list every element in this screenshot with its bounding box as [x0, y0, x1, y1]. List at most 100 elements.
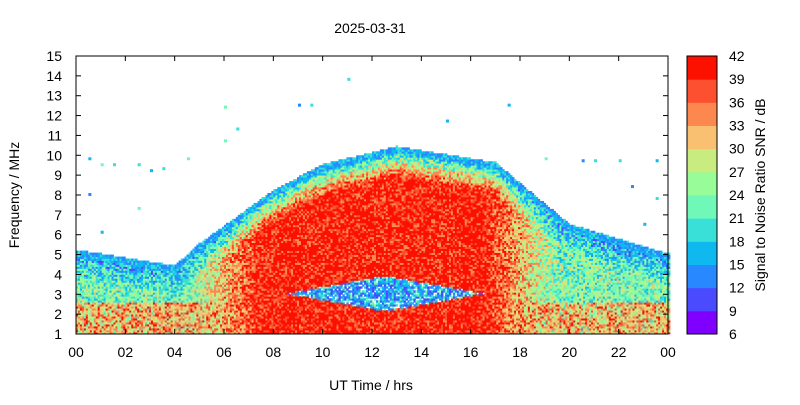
heatmap-cell: [156, 328, 160, 331]
heatmap-cell: [129, 310, 132, 313]
heatmap-cell: [133, 294, 136, 297]
heatmap-cell: [89, 320, 93, 323]
heatmap-cell: [121, 274, 124, 277]
heatmap-cell: [105, 262, 108, 265]
heatmap-cell: [150, 316, 154, 319]
heatmap-cell: [76, 286, 79, 289]
heatmap-cell: [105, 300, 108, 303]
heatmap-cell: [154, 316, 158, 319]
heatmap-cell: [156, 290, 160, 293]
heatmap-cell: [83, 280, 87, 283]
heatmap-cell: [76, 292, 79, 295]
heatmap-cell: [131, 316, 134, 319]
heatmap-cell: [105, 266, 108, 269]
heatmap-cell: [117, 278, 120, 281]
heatmap-cell: [76, 252, 79, 255]
heatmap-cell: [125, 306, 128, 309]
heatmap-cell: [147, 300, 150, 303]
heatmap-cell: [81, 254, 85, 257]
heatmap-cell: [145, 314, 148, 317]
heatmap-cell: [125, 314, 128, 317]
heatmap-cell: [129, 274, 132, 277]
heatmap-cell: [141, 322, 144, 325]
heatmap-cell: [117, 258, 120, 261]
heatmap-cell: [166, 284, 170, 287]
heatmap-cell: [123, 318, 126, 321]
heatmap-cell: [121, 290, 124, 293]
heatmap-cell: [77, 312, 81, 315]
heatmap-cell: [87, 256, 91, 259]
heatmap-cell: [101, 256, 105, 259]
heatmap-cell: [81, 280, 85, 283]
heatmap-cell: [160, 292, 164, 295]
heatmap-cell: [139, 276, 142, 279]
heatmap-cell: [123, 310, 126, 313]
heatmap-cell: [117, 260, 120, 263]
heatmap-cell: [133, 270, 136, 273]
heatmap-cell: [119, 258, 122, 261]
heatmap-cell: [123, 268, 126, 271]
heatmap-cell: [121, 308, 124, 311]
heatmap-cell: [158, 270, 162, 273]
heatmap-cell: [125, 312, 128, 315]
heatmap-cell: [76, 270, 79, 273]
heatmap-cell: [115, 306, 118, 309]
heatmap-cell: [89, 330, 93, 333]
heatmap-cell: [83, 294, 87, 297]
heatmap-cell: [107, 282, 110, 285]
heatmap-cell: [99, 292, 103, 295]
heatmap-cell: [125, 266, 128, 269]
heatmap-cell: [103, 274, 106, 277]
heatmap-cell: [85, 264, 89, 267]
heatmap-cell: [117, 298, 120, 301]
heatmap-cell: [79, 296, 83, 299]
heatmap-cell: [137, 262, 140, 265]
heatmap-cell: [125, 328, 128, 331]
heatmap-cell: [139, 324, 142, 327]
heatmap-cell: [123, 284, 126, 287]
heatmap-cell: [97, 300, 101, 303]
heatmap-cell: [95, 320, 99, 323]
heatmap-cell: [91, 314, 95, 317]
heatmap-cell: [117, 272, 120, 275]
heatmap-cell: [137, 266, 140, 269]
heatmap-cell: [97, 260, 101, 263]
heatmap-cell: [137, 310, 140, 313]
heatmap-cell: [152, 304, 156, 307]
heatmap-cell: [125, 284, 128, 287]
heatmap-cell: [141, 310, 144, 313]
heatmap-cell: [113, 292, 116, 295]
heatmap-cell: [152, 310, 156, 313]
heatmap-cell: [152, 322, 156, 325]
heatmap-cell: [141, 314, 144, 317]
heatmap-cell: [152, 262, 156, 265]
heatmap-cell: [166, 318, 170, 321]
heatmap-cell: [152, 324, 156, 327]
heatmap-cell: [145, 298, 148, 301]
heatmap-cell: [154, 308, 158, 311]
heatmap-cell: [160, 306, 164, 309]
heatmap-cell: [166, 286, 170, 289]
heatmap-cell: [145, 294, 148, 297]
heatmap-cell: [101, 270, 105, 273]
heatmap-cell: [79, 252, 83, 255]
heatmap-cell: [97, 264, 101, 267]
heatmap-cell: [85, 258, 89, 261]
heatmap-cell: [152, 302, 156, 305]
heatmap-cell: [109, 292, 112, 295]
heatmap-cell: [137, 332, 140, 335]
heatmap-cell: [76, 276, 79, 279]
heatmap-cell: [85, 294, 89, 297]
heatmap-cell: [156, 310, 160, 313]
heatmap-cell: [101, 296, 105, 299]
heatmap-cell: [119, 328, 122, 331]
heatmap-cell: [119, 264, 122, 267]
heatmap-cell: [160, 268, 164, 271]
heatmap-cell: [107, 300, 110, 303]
heatmap-cell: [89, 260, 93, 263]
heatmap-cell: [89, 274, 93, 277]
heatmap-cell: [99, 262, 103, 265]
heatmap-cell: [139, 330, 142, 333]
heatmap-cell: [95, 314, 99, 317]
heatmap-cell: [83, 262, 87, 265]
